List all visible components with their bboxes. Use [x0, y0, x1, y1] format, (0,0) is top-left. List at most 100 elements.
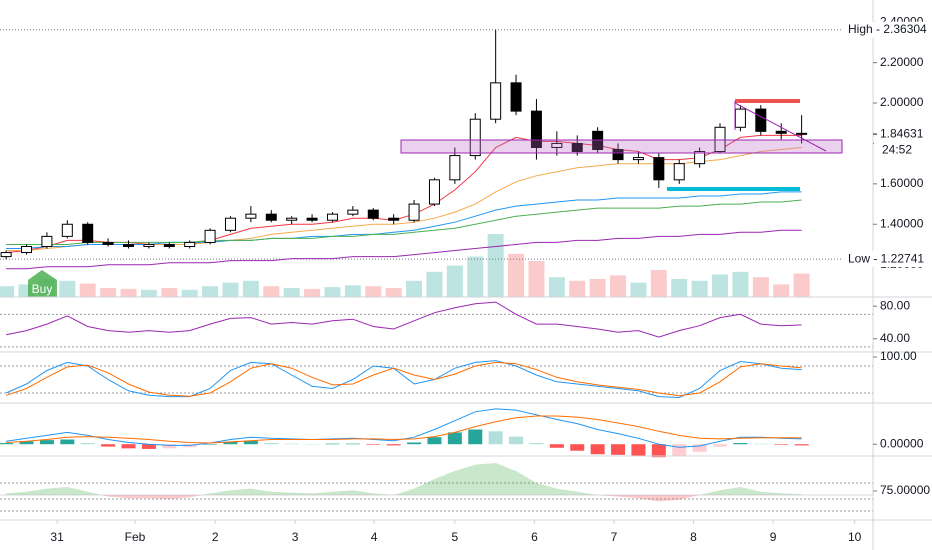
x-tick-label: 7	[611, 530, 618, 544]
histogram-bar	[753, 443, 768, 445]
moving-average	[6, 229, 802, 270]
candle-body	[326, 213, 338, 221]
volume-bar	[467, 256, 484, 297]
histogram-bar	[509, 436, 524, 445]
volume-bar	[528, 261, 545, 297]
candle-body	[388, 217, 400, 221]
histogram-bar	[39, 440, 54, 445]
histogram-bar	[264, 443, 279, 445]
histogram-bar	[386, 444, 401, 446]
volume-bar	[120, 288, 137, 297]
volume-bar	[569, 280, 586, 297]
candle-body	[673, 163, 685, 181]
candle-body	[184, 241, 196, 247]
volume-bar	[202, 286, 219, 297]
histogram-bar	[570, 444, 585, 451]
candle-body	[632, 157, 644, 161]
x-tick-label: 10	[848, 530, 862, 544]
volume-bar	[0, 286, 15, 297]
histogram-bar	[611, 444, 626, 455]
volume-bar	[752, 277, 769, 297]
candle-body	[82, 223, 94, 243]
candle-body	[510, 82, 522, 112]
candle-body	[123, 243, 135, 247]
histogram-bar	[529, 443, 544, 445]
candle-body	[755, 108, 767, 132]
histogram-bar	[447, 432, 462, 445]
volume-bar	[589, 279, 606, 297]
y-tick-label: 2.00000	[880, 95, 924, 109]
candle-body	[347, 209, 359, 215]
y-tick-label: 80.00	[880, 298, 910, 312]
histogram-bar	[0, 443, 14, 445]
axis-labels: 31Feb23456789101.200001.400001.600001.80…	[50, 14, 932, 544]
histogram-bar	[488, 431, 503, 445]
candle-body	[612, 149, 624, 161]
y-tick-label: 75.00000	[880, 483, 930, 497]
candle-body	[286, 217, 298, 221]
candle-body	[408, 203, 420, 221]
volume-bar	[59, 280, 76, 297]
candle-body	[551, 142, 563, 148]
candle-body	[490, 82, 502, 120]
buy-signal: Buy	[28, 270, 57, 297]
volume-bar	[365, 286, 382, 297]
histogram-bar	[407, 442, 422, 445]
y-tick-label: 2.20000	[880, 55, 924, 69]
candle-body	[204, 229, 216, 243]
volume-bar	[263, 286, 280, 297]
histogram-bar	[590, 444, 605, 455]
histogram-bar	[80, 443, 95, 445]
countdown-label: 24:52	[882, 142, 912, 156]
x-tick-label: 31	[50, 530, 64, 544]
candle-body	[653, 157, 665, 181]
volume-bar	[650, 270, 667, 297]
moving-average	[6, 191, 802, 249]
low-label-box	[843, 251, 931, 268]
volume-bar	[100, 288, 117, 297]
volume-bar	[222, 282, 239, 297]
histogram-bar	[774, 444, 789, 445]
x-tick-label: 6	[531, 530, 538, 544]
histogram-bar	[19, 441, 34, 445]
area-negative	[6, 495, 802, 502]
indicator-line	[5, 361, 802, 397]
histogram-bar	[121, 444, 136, 449]
candle-body	[245, 213, 257, 219]
histogram-bar	[243, 440, 258, 445]
candle-body	[306, 217, 318, 221]
candle-body	[530, 110, 542, 148]
histogram-bar	[60, 439, 75, 445]
y-tick-label: 100.00	[880, 349, 917, 363]
indicator-line	[5, 360, 802, 399]
candle-body	[796, 132, 808, 135]
histogram-bar	[305, 444, 320, 445]
candle-body	[775, 130, 787, 134]
last-price-label: 1.84631	[880, 126, 924, 140]
volume-bar	[426, 271, 443, 297]
volume-bar	[712, 274, 729, 297]
volume-bar	[242, 280, 259, 297]
indicator-line	[6, 415, 802, 444]
area-positive	[6, 463, 802, 495]
volume-bar	[793, 273, 810, 297]
volume-bar	[161, 288, 178, 297]
candle-body	[367, 209, 379, 219]
x-tick-label: 5	[452, 530, 459, 544]
histogram-bar	[692, 444, 707, 452]
volume-bar	[324, 287, 341, 297]
candle-body	[469, 118, 481, 157]
volume-bar	[406, 280, 423, 297]
drawings	[400, 99, 843, 191]
x-tick-label: 8	[690, 530, 697, 544]
histogram-bar	[141, 444, 156, 449]
low-label: Low - 1.22741	[848, 251, 924, 265]
histogram-bar	[345, 443, 360, 445]
indicator-line	[6, 301, 802, 338]
volume-bar	[548, 277, 565, 297]
candle-body	[428, 179, 440, 205]
volume-bar	[385, 288, 402, 297]
